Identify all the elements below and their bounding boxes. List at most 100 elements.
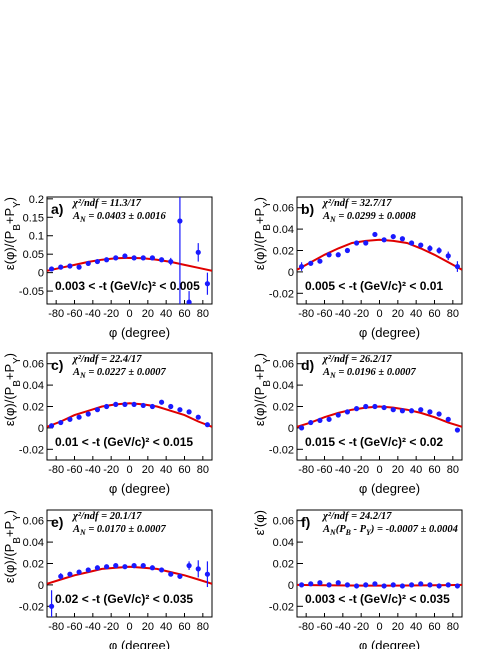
data-point: [399, 583, 406, 589]
data-point: [335, 412, 341, 418]
x-tick-label: 20: [392, 308, 404, 320]
data-point: [122, 401, 128, 407]
fit-result-part: = 0.0299 ± 0.0008: [336, 211, 417, 222]
fit-result-part: = 0.0170 ± 0.0007: [86, 524, 167, 535]
y-axis-title: ε(φ)/(PB+PY): [2, 510, 23, 583]
data-point: [48, 423, 55, 429]
data-point: [158, 257, 165, 263]
y-tick-label: -0.02: [19, 601, 44, 613]
x-tick-label: 0: [376, 621, 382, 633]
data-point: [427, 582, 433, 588]
fit-result: AN = 0.0227 ± 0.0007: [72, 367, 166, 380]
data-point: [158, 567, 165, 573]
y-axis-title: ε'(φ): [252, 510, 267, 535]
chi2-text: χ²/ndf = 26.2/17: [321, 354, 392, 365]
fit-result-part: B: [345, 528, 351, 537]
range-text: 0.003 < -t (GeV/c)² < 0.005: [55, 279, 200, 293]
data-point: [140, 255, 146, 261]
x-tick-label: 0: [126, 308, 132, 320]
y-tick-label: -0.05: [19, 286, 44, 298]
y-tick-label: 0.06: [273, 203, 294, 215]
x-tick-label: 40: [160, 308, 172, 320]
y-tick-label: 0.02: [23, 559, 44, 571]
y-tick-label: -0.02: [269, 444, 294, 456]
data-point: [58, 419, 64, 426]
x-tick-label: -60: [317, 464, 333, 476]
fit-result-part: N: [329, 528, 336, 537]
data-point: [390, 407, 396, 413]
data-point: [113, 401, 119, 407]
panel-label: c): [51, 357, 63, 373]
y-axis-title-part: Y: [12, 201, 23, 208]
data-point: [390, 582, 396, 588]
data-point: [76, 569, 82, 575]
data-point: [131, 563, 137, 569]
data-point: [399, 236, 406, 242]
data-point: [308, 260, 314, 266]
x-tick-label: 40: [410, 464, 422, 476]
data-point: [326, 416, 332, 422]
fit-result: AN = 0.0196 ± 0.0007: [322, 367, 416, 380]
fit-result-part: ) = -0.0007 ± 0.0004: [370, 524, 458, 535]
x-tick-label: 20: [392, 464, 404, 476]
data-point: [418, 581, 424, 587]
y-tick-label: -0.02: [19, 444, 44, 456]
data-point: [131, 401, 137, 407]
y-axis-title-part: +P: [2, 521, 17, 537]
data-point: [436, 411, 442, 417]
y-tick-label: 0.02: [273, 402, 294, 414]
y-tick-label: 0.06: [23, 359, 44, 371]
y-tick-label: 0.02: [23, 402, 44, 414]
data-point: [445, 253, 451, 259]
data-point: [399, 408, 406, 414]
x-tick-label: -20: [353, 621, 369, 633]
data-point: [418, 407, 424, 413]
x-tick-label: -40: [335, 464, 351, 476]
x-tick-label: 80: [447, 464, 459, 476]
x-tick-label: 60: [428, 308, 440, 320]
chi2-text: χ²/ndf = 11.3/17: [71, 198, 142, 209]
x-tick-label: 80: [197, 464, 209, 476]
data-point: [85, 411, 91, 417]
x-axis-title: φ (degree): [109, 481, 170, 496]
data-point: [418, 242, 424, 248]
y-axis-title-part: +P: [252, 364, 267, 380]
y-axis-title: ε(φ)/(PB+PY): [252, 353, 273, 426]
chi2-text: χ²/ndf = 24.2/17: [321, 511, 392, 522]
x-tick-label: 60: [178, 464, 190, 476]
data-point: [113, 255, 119, 261]
fit-result-part: A: [72, 524, 80, 535]
x-axis-title: φ (degree): [109, 325, 170, 340]
x-tick-label: 20: [142, 308, 154, 320]
data-point: [381, 583, 387, 589]
y-tick-label: 0.06: [273, 359, 294, 371]
x-tick-label: -20: [103, 464, 119, 476]
y-tick-label: 0.04: [273, 380, 294, 392]
x-tick-label: 60: [178, 308, 190, 320]
data-point: [149, 403, 156, 410]
x-tick-label: 40: [410, 308, 422, 320]
data-point: [204, 422, 211, 428]
y-tick-label: -0.02: [269, 601, 294, 613]
panel: -0.02 0 0.02 0.04 0.06 -80 -60 -40 -20 0 20 40 60 80 φ…: [2, 509, 213, 649]
x-tick-label: -20: [353, 308, 369, 320]
data-point: [85, 260, 91, 267]
fit-result-part: = 0.0227 ± 0.0007: [86, 367, 167, 378]
y-tick-label: 0.2: [29, 194, 44, 206]
y-tick-label: 0.04: [273, 224, 294, 236]
data-point: [317, 580, 323, 586]
y-tick-label: 0.02: [273, 559, 294, 571]
data-point: [298, 582, 305, 588]
y-tick-label: 0: [38, 268, 44, 280]
data-point: [454, 263, 461, 270]
fit-result: AN(PB - PY) = -0.0007 ± 0.0004: [322, 524, 458, 537]
panel-label: d): [301, 357, 314, 373]
fit-curve: [47, 402, 212, 428]
data-point: [94, 258, 101, 265]
x-tick-label: 0: [126, 621, 132, 633]
x-tick-label: 80: [197, 308, 209, 320]
x-tick-label: -80: [48, 308, 64, 320]
panel-label: e): [51, 514, 63, 530]
data-point: [103, 403, 110, 410]
